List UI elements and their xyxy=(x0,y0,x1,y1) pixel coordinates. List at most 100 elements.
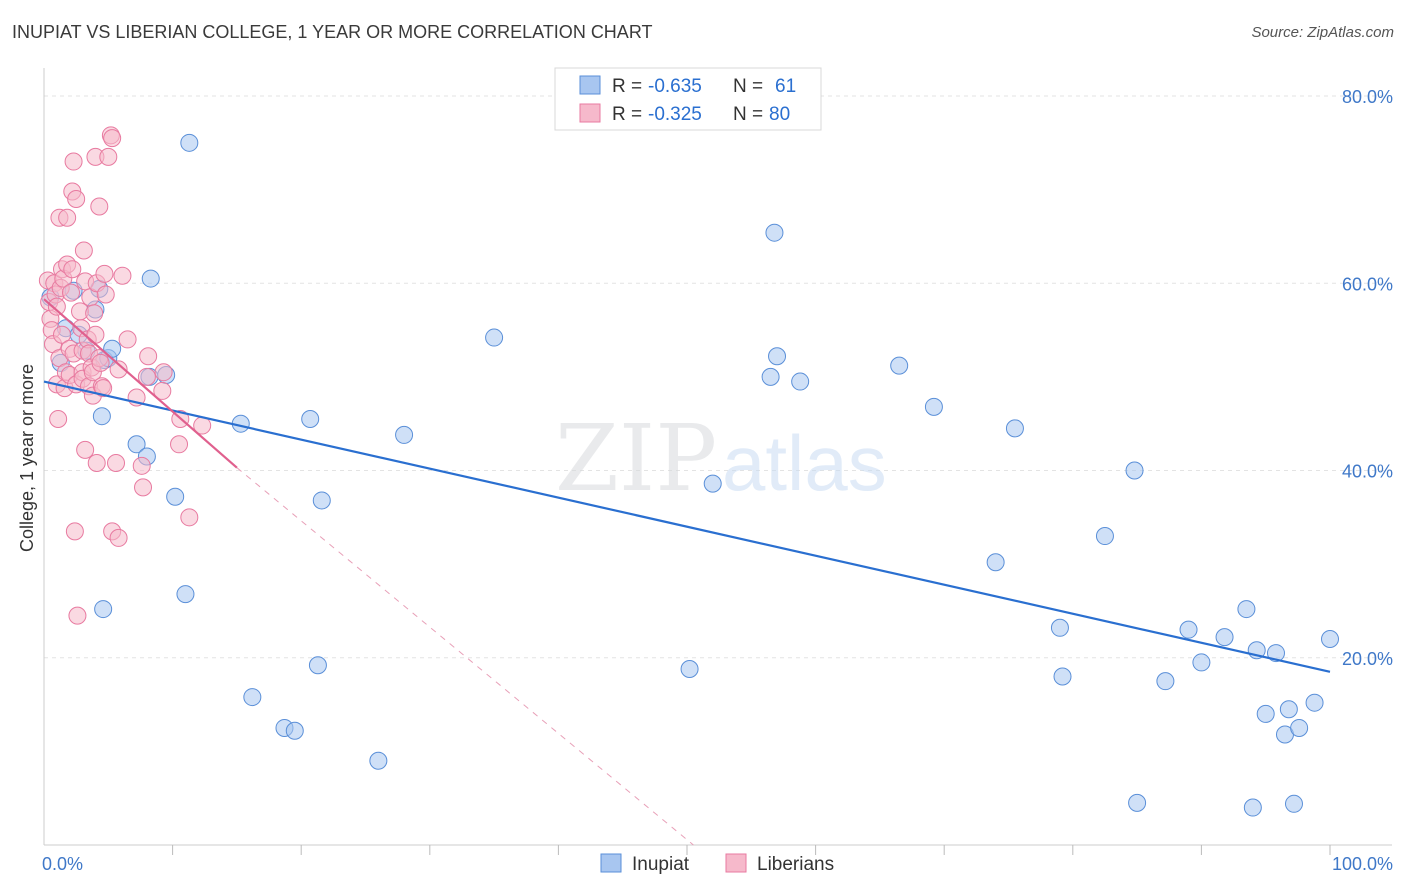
inupiat-point xyxy=(94,600,113,619)
inupiat-point xyxy=(680,659,699,678)
liberians-point xyxy=(103,129,122,148)
legend-swatch-liberians xyxy=(579,103,601,123)
inupiat-point xyxy=(1290,718,1309,737)
inupiat-point xyxy=(924,397,943,416)
legend-n-label-liberians: N = xyxy=(733,104,763,125)
y-tick-labels: 80.0% 60.0% 40.0% 20.0% xyxy=(1342,87,1393,669)
inupiat-point xyxy=(1179,620,1198,639)
inupiat-point xyxy=(1005,419,1024,438)
inupiat-point xyxy=(1192,653,1211,672)
inupiat-point xyxy=(285,721,304,740)
legend-swatch-inupiat xyxy=(579,75,601,95)
inupiat-point xyxy=(986,553,1005,572)
inupiat-point xyxy=(791,372,810,391)
liberians-point xyxy=(113,266,132,285)
liberians-point xyxy=(63,260,82,279)
inupiat-point xyxy=(166,487,185,506)
inupiat-point xyxy=(1050,618,1069,637)
bottom-legend-swatch-liberians xyxy=(725,853,747,873)
watermark-atlas: atlas xyxy=(722,419,887,507)
inupiat-point xyxy=(1243,798,1262,817)
inupiat-point xyxy=(768,347,787,366)
liberians-point xyxy=(109,360,128,379)
x-tick-labels: 0.0% 100.0% xyxy=(42,854,1393,874)
inupiat-point xyxy=(395,425,414,444)
liberians-point xyxy=(96,285,115,304)
chart-title: INUPIAT VS LIBERIAN COLLEGE, 1 YEAR OR M… xyxy=(12,22,653,42)
inupiat-point xyxy=(312,491,331,510)
liberians-point xyxy=(49,410,68,429)
watermark: ZIP atlas xyxy=(555,405,887,512)
inupiat-point xyxy=(703,474,722,493)
liberians-point xyxy=(134,478,153,497)
inupiat-point xyxy=(1215,628,1234,647)
inupiat-point xyxy=(92,407,111,426)
legend-r-label-inupiat: R = xyxy=(612,76,642,97)
liberians-point xyxy=(99,147,118,166)
liberians-point xyxy=(47,297,66,316)
inupiat-point xyxy=(127,435,146,454)
bottom-legend-label-liberians: Liberians xyxy=(757,854,834,875)
watermark-zip: ZIP xyxy=(555,405,717,512)
inupiat-point xyxy=(1256,704,1275,723)
legend-r-label-liberians: R = xyxy=(612,104,642,125)
inupiat-point xyxy=(1284,794,1303,813)
source-label: Source: ZipAtlas.com xyxy=(1251,24,1394,41)
bottom-legend-swatch-inupiat xyxy=(600,853,622,873)
liberians-point xyxy=(67,189,86,208)
liberians-point xyxy=(91,353,110,372)
inupiat-point xyxy=(141,269,160,288)
legend-n-label-inupiat: N = xyxy=(733,76,763,97)
liberians-point xyxy=(62,283,81,302)
liberians-point xyxy=(180,508,199,527)
liberians-point xyxy=(65,522,84,541)
liberians-point xyxy=(87,454,106,473)
inupiat-point xyxy=(1321,630,1339,649)
liberians-point xyxy=(86,325,105,344)
liberians-point xyxy=(170,435,189,454)
liberians-point xyxy=(107,454,126,473)
inupiat-point xyxy=(765,223,784,242)
inupiat-point xyxy=(1095,527,1114,546)
liberians-point xyxy=(118,330,137,349)
y-tick-label: 80.0% xyxy=(1342,87,1393,107)
inupiat-point xyxy=(1128,793,1147,812)
inupiat-trend-line xyxy=(43,380,1331,673)
liberians-point xyxy=(139,347,158,366)
liberians-trend-line xyxy=(43,298,238,469)
legend-n-value-inupiat: 61 xyxy=(775,76,796,97)
liberians-point xyxy=(137,367,156,386)
liberians-point xyxy=(132,456,151,475)
inupiat-point xyxy=(243,688,262,707)
inupiat-point xyxy=(1053,667,1072,686)
liberians-point xyxy=(74,241,93,260)
liberians-point xyxy=(76,440,95,459)
liberians-point xyxy=(90,197,109,216)
axes xyxy=(43,68,1392,855)
liberians-point xyxy=(64,152,83,171)
inupiat-point xyxy=(1305,693,1324,712)
legend-box: R = -0.635 N = 61 R = -0.325 N = 80 xyxy=(554,67,822,131)
liberians-points xyxy=(38,126,212,625)
inupiat-point xyxy=(890,356,909,375)
liberians-point xyxy=(68,606,87,625)
y-tick-label: 60.0% xyxy=(1342,274,1393,294)
x-tick-label: 100.0% xyxy=(1332,854,1393,874)
liberians-point xyxy=(85,304,104,323)
inupiat-point xyxy=(1125,461,1144,480)
legend-r-value-liberians: -0.325 xyxy=(648,104,702,125)
liberians-point xyxy=(94,379,113,398)
inupiat-point xyxy=(1237,600,1256,619)
liberians-trend-extension xyxy=(236,467,694,846)
legend-n-value-liberians: 80 xyxy=(769,104,790,125)
liberians-point xyxy=(154,363,173,382)
inupiat-point xyxy=(1266,644,1285,663)
inupiat-point xyxy=(369,751,388,770)
liberians-point xyxy=(53,325,72,344)
x-tick-label: 0.0% xyxy=(42,854,83,874)
inupiat-point xyxy=(301,410,320,429)
inupiat-point xyxy=(485,328,504,347)
gridlines xyxy=(44,95,1392,659)
inupiat-point xyxy=(761,367,780,386)
y-tick-label: 20.0% xyxy=(1342,649,1393,669)
